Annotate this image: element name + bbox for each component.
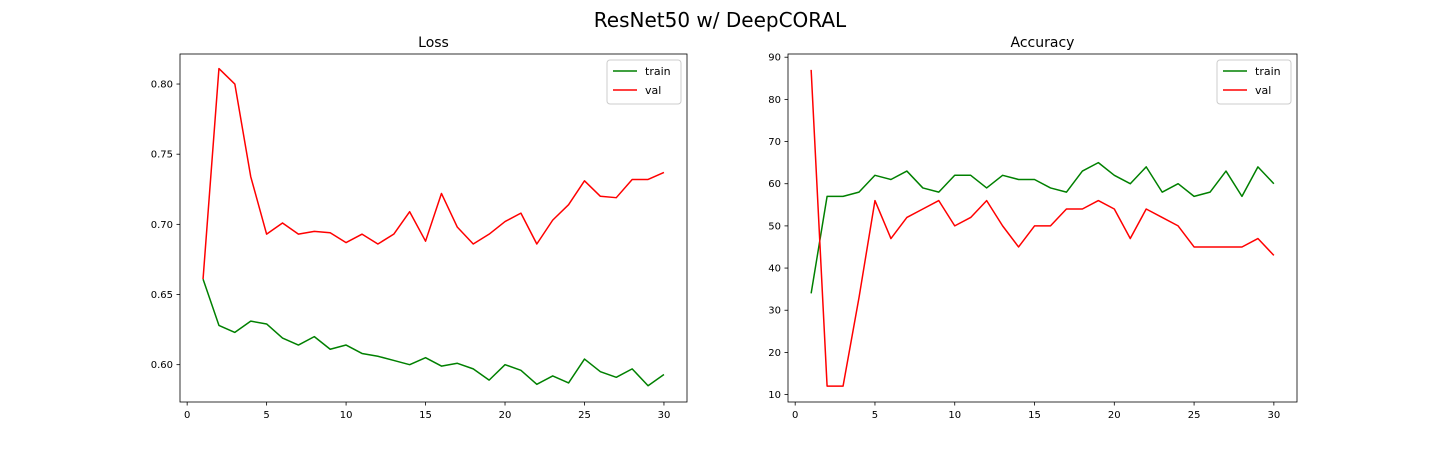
accuracy-series-train-line [810,161,1275,294]
accuracy-legend-label-val: val [1255,84,1271,97]
loss-series-val-line [202,67,665,280]
accuracy-ytick-label: 40 [768,264,781,275]
loss-series-train-line [202,278,665,387]
accuracy-chart: Accuracy 0 5 10 15 20 25 30 10 20 30 40 50 60 70 80 90 tr… [768,35,1298,421]
accuracy-xtick-label: 5 [872,410,878,421]
accuracy-ytick-label: 80 [768,95,781,106]
accuracy-ytick-label: 10 [768,390,781,401]
loss-ytick-label: 0.75 [151,150,173,161]
accuracy-ytick-label: 30 [768,306,781,317]
loss-xtick-label: 25 [578,410,591,421]
accuracy-xtick-label: 20 [1108,410,1121,421]
accuracy-series-val-line [810,69,1275,387]
loss-xtick-label: 30 [658,410,671,421]
accuracy-ytick-label: 50 [768,221,781,232]
loss-ytick-label: 0.70 [151,220,173,231]
accuracy-axes-frame [787,53,1298,403]
loss-legend-label-train: train [645,65,671,78]
accuracy-ytick-label: 90 [768,53,781,64]
accuracy-chart-title: Accuracy [1011,35,1075,51]
loss-xtick-label: 10 [340,410,353,421]
accuracy-xtick-label: 30 [1267,410,1280,421]
accuracy-ytick-label: 60 [768,179,781,190]
loss-legend-label-val: val [645,84,661,97]
figure-suptitle: ResNet50 w/ DeepCORAL [594,8,847,32]
loss-ytick-label: 0.60 [151,360,173,371]
accuracy-ytick-label: 20 [768,348,781,359]
loss-chart-title: Loss [418,35,449,51]
loss-axes-frame [179,53,688,403]
accuracy-xtick-label: 25 [1188,410,1201,421]
loss-ytick-label: 0.65 [151,290,173,301]
loss-ytick-label: 0.80 [151,80,173,91]
accuracy-xtick-label: 15 [1028,410,1041,421]
loss-xtick-label: 5 [263,410,269,421]
accuracy-xtick-label: 0 [792,410,798,421]
loss-xtick-label: 15 [419,410,432,421]
accuracy-xtick-label: 10 [948,410,961,421]
accuracy-ytick-label: 70 [768,137,781,148]
loss-xtick-label: 20 [499,410,512,421]
loss-xtick-label: 0 [184,410,190,421]
accuracy-legend-label-train: train [1255,65,1281,78]
loss-chart: Loss 0 5 10 15 20 25 30 0.60 0.65 0.70 0.75 0.80 trai… [151,35,688,421]
